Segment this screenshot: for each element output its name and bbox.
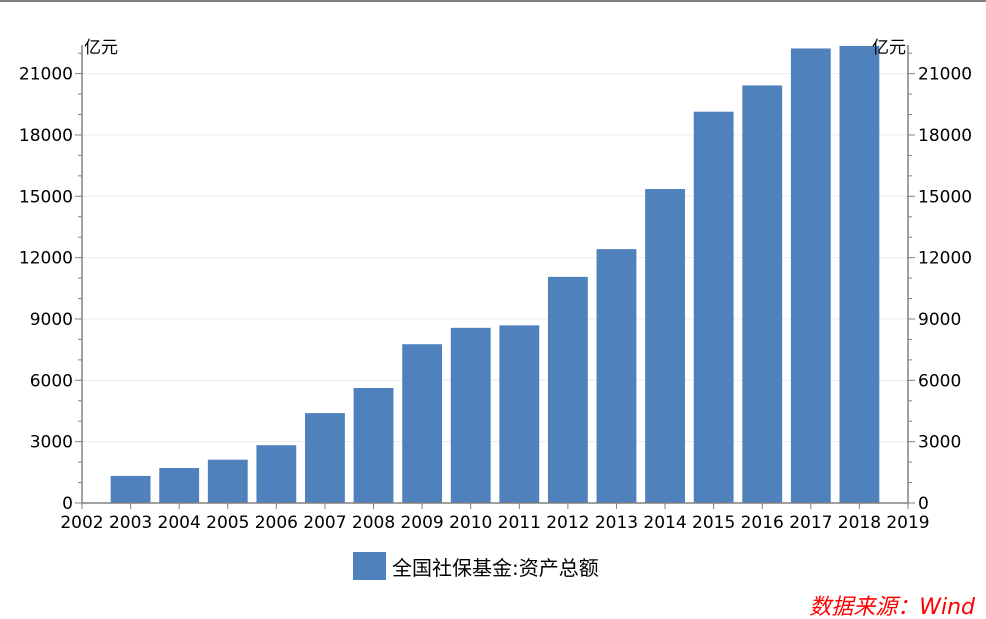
axes-group: 0 0 3000 3000 6000 6000 9000 9000 12000 12000 1500… bbox=[19, 45, 972, 533]
bar-2018 bbox=[839, 45, 880, 503]
x-tick-label-2: 2004 bbox=[158, 513, 201, 533]
y-left-tick-label-7: 21000 bbox=[19, 65, 73, 85]
grid-lines bbox=[82, 73, 908, 443]
y-left-tick-label-1: 3000 bbox=[30, 433, 73, 453]
x-tick-label-14: 2016 bbox=[741, 513, 784, 533]
x-tick-label-9: 2011 bbox=[498, 513, 541, 533]
y-left-tick-label-0: 0 bbox=[62, 494, 73, 514]
y-left-tick-label-6: 18000 bbox=[19, 126, 73, 146]
bar-2005 bbox=[207, 459, 248, 503]
y-right-tick-label-0: 0 bbox=[918, 494, 929, 514]
bar-2014 bbox=[645, 189, 685, 503]
bar-2016 bbox=[742, 85, 783, 503]
x-tick-label-10: 2012 bbox=[546, 513, 589, 533]
x-tick-label-6: 2008 bbox=[352, 513, 395, 533]
source-label: 数据来源：Wind bbox=[809, 595, 976, 619]
x-tick-label-13: 2015 bbox=[692, 513, 735, 533]
y-right-tick-label-5: 15000 bbox=[918, 187, 972, 207]
x-tick-label-4: 2006 bbox=[255, 513, 298, 533]
y-right-tick-label-4: 12000 bbox=[918, 249, 972, 269]
legend-label: 全国社保基金:资产总额 bbox=[392, 556, 599, 580]
y-left-tick-label-2: 6000 bbox=[30, 371, 73, 391]
bar-2017 bbox=[790, 48, 831, 504]
y-right-unit-label: 亿元 bbox=[872, 38, 906, 58]
legend-swatch bbox=[353, 552, 386, 580]
y-right-tick-label-1: 3000 bbox=[918, 433, 961, 453]
bar-2003 bbox=[110, 475, 151, 503]
x-tick-label-3: 2005 bbox=[206, 513, 249, 533]
x-tick-label-15: 2017 bbox=[789, 513, 832, 533]
x-tick-label-1: 2003 bbox=[109, 513, 152, 533]
y-left-tick-label-4: 12000 bbox=[19, 249, 73, 269]
bar-2011 bbox=[499, 325, 540, 503]
x-tick-label-16: 2018 bbox=[838, 513, 881, 533]
y-left-tick-label-5: 15000 bbox=[19, 187, 73, 207]
x-tick-label-11: 2013 bbox=[595, 513, 638, 533]
bar-2007 bbox=[305, 413, 345, 503]
y-right-tick-label-7: 21000 bbox=[918, 65, 972, 85]
x-tick-label-12: 2014 bbox=[643, 513, 686, 533]
y-left-unit-label: 亿元 bbox=[84, 38, 118, 58]
bar-2012 bbox=[547, 276, 588, 503]
bar-2010 bbox=[450, 327, 491, 503]
x-tick-label-17: 2019 bbox=[886, 513, 929, 533]
y-right-tick-label-6: 18000 bbox=[918, 126, 972, 146]
x-tick-label-0: 2002 bbox=[60, 513, 103, 533]
y-right-tick-label-2: 6000 bbox=[918, 371, 961, 391]
bar-2015 bbox=[693, 111, 734, 503]
bar-2013 bbox=[596, 249, 637, 503]
y-left-tick-label-3: 9000 bbox=[30, 310, 73, 330]
legend: 全国社保基金:资产总额 bbox=[353, 552, 599, 580]
y-right-tick-label-3: 9000 bbox=[918, 310, 961, 330]
bar-2009 bbox=[402, 344, 443, 503]
x-tick-label-8: 2010 bbox=[449, 513, 492, 533]
bar-2004 bbox=[159, 468, 200, 503]
bars-group bbox=[110, 45, 880, 504]
x-tick-label-7: 2009 bbox=[400, 513, 443, 533]
bar-2006 bbox=[256, 445, 297, 503]
bar-2008 bbox=[353, 388, 394, 503]
x-tick-label-5: 2007 bbox=[303, 513, 346, 533]
